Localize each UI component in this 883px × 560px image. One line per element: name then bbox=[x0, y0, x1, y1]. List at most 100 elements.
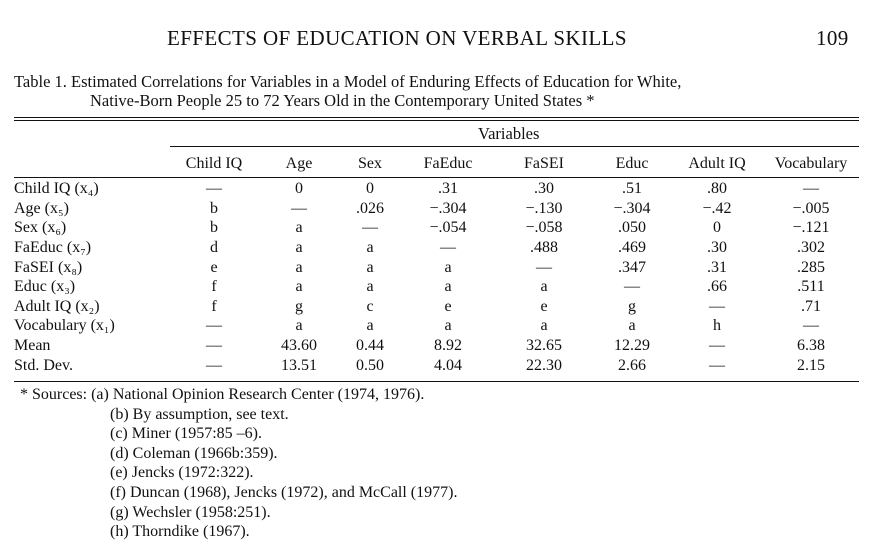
table-row: Std. Dev. — 13.51 0.50 4.04 22.30 2.66 — 2.15 bbox=[14, 355, 859, 375]
table-cell: g bbox=[628, 297, 636, 315]
table-cell: −.304 bbox=[429, 199, 467, 217]
table-cell: −.42 bbox=[702, 199, 732, 217]
column-header: Educ bbox=[615, 154, 649, 172]
table-row: Child IQ (x₄) — 0 0 .31 .30 .51 .80 — bbox=[14, 176, 859, 199]
table-cell: .488 bbox=[530, 239, 558, 257]
table-cell: a bbox=[540, 317, 548, 335]
table-cell: f bbox=[211, 278, 217, 296]
table-cell: .51 bbox=[622, 180, 642, 198]
row-label: Std. Dev. bbox=[14, 356, 73, 374]
table-cell: 43.60 bbox=[281, 337, 317, 355]
table-cell: .285 bbox=[797, 258, 825, 276]
table-cell: 22.30 bbox=[526, 356, 562, 374]
table-cell: .347 bbox=[618, 258, 646, 276]
table-cell: — bbox=[803, 180, 819, 198]
table-cell: a bbox=[295, 278, 303, 296]
table-cell: e bbox=[540, 297, 548, 315]
table-cell: a bbox=[366, 239, 374, 257]
table-row: FaEduc (x₇) d a a — .488 .469 .30 .302 bbox=[14, 238, 859, 258]
table-cell: b bbox=[210, 199, 218, 217]
table-cell: .026 bbox=[356, 199, 384, 217]
table-cell: .31 bbox=[707, 258, 727, 276]
row-label: FaEduc (x₇) bbox=[14, 239, 92, 257]
table-row: Adult IQ (x₂) f g c e e g — .71 bbox=[14, 297, 859, 317]
table-cell: — bbox=[291, 199, 307, 217]
table-cell: −.304 bbox=[613, 199, 651, 217]
table-cell: .302 bbox=[797, 239, 825, 257]
table-cell: 32.65 bbox=[526, 337, 562, 355]
row-label: Child IQ (x₄) bbox=[14, 180, 99, 198]
row-label: Age (x₅) bbox=[14, 199, 69, 217]
column-header: Child IQ bbox=[185, 154, 243, 172]
table-row: Mean — 43.60 0.44 8.92 32.65 12.29 — 6.38 bbox=[14, 336, 859, 356]
column-header: Age bbox=[285, 154, 313, 172]
table-cell: −.058 bbox=[525, 219, 563, 237]
source-item: (f) Duncan (1968), Jencks (1972), and Mc… bbox=[110, 483, 458, 501]
source-item: (e) Jencks (1972:322). bbox=[110, 464, 254, 482]
table-cell: .71 bbox=[801, 297, 821, 315]
table-cell: −.054 bbox=[429, 219, 467, 237]
table-cell: .80 bbox=[707, 180, 727, 198]
table-cell: a bbox=[366, 278, 374, 296]
table-cell: h bbox=[713, 317, 721, 335]
table-cell: a bbox=[295, 317, 303, 335]
table-cell: .66 bbox=[707, 278, 727, 296]
column-header: Sex bbox=[358, 154, 382, 172]
table-bottom-rule bbox=[14, 381, 859, 382]
table-cell: 4.04 bbox=[434, 356, 462, 374]
table-cell: — bbox=[206, 356, 222, 374]
table-cell: b bbox=[210, 219, 218, 237]
row-label: Educ (x₃) bbox=[14, 278, 76, 296]
sources-intro: * Sources: (a) National Opinion Research… bbox=[20, 386, 425, 403]
table-cell: 0 bbox=[366, 180, 374, 198]
table-cell: a bbox=[444, 317, 452, 335]
table-body: Child IQ (x₄) —0 0.31.30.51.80— Age (x₅) b —.… bbox=[14, 176, 859, 375]
page-number: 109 bbox=[816, 26, 849, 50]
table-row: Sex (x₆) b a — −.054 −.058 .050 0 −.121 bbox=[14, 218, 859, 238]
table-cell: a bbox=[444, 278, 452, 296]
table-cell: 12.29 bbox=[614, 337, 650, 355]
table-cell: d bbox=[210, 239, 218, 257]
table-cell: 6.38 bbox=[797, 337, 825, 355]
table-cell: — bbox=[362, 219, 378, 237]
column-header: Vocabulary bbox=[774, 154, 848, 172]
variables-spanner: Variables bbox=[478, 124, 540, 143]
table-cell: — bbox=[709, 356, 725, 374]
source-item: (c) Miner (1957:85 –6). bbox=[110, 425, 262, 443]
caption-line-1: Table 1. Estimated Correlations for Vari… bbox=[14, 72, 682, 91]
column-header: Adult IQ bbox=[688, 154, 746, 172]
row-label: Adult IQ (x₂) bbox=[14, 297, 100, 315]
table-cell: −.130 bbox=[525, 199, 563, 217]
table-cell: 0 bbox=[295, 180, 303, 198]
spanner-rule bbox=[170, 146, 859, 147]
table-top-rule bbox=[14, 117, 859, 118]
table-cell: — bbox=[624, 278, 640, 296]
table-cell: f bbox=[211, 297, 217, 315]
table-row: Educ (x₃) f a a a a — .66 .511 bbox=[14, 277, 859, 297]
header-bottom-rule bbox=[14, 177, 859, 178]
source-item: (h) Thorndike (1967). bbox=[110, 523, 250, 541]
column-header: FaSEI bbox=[524, 154, 564, 172]
column-header: FaEduc bbox=[423, 154, 473, 172]
table-cell: .30 bbox=[707, 239, 727, 257]
source-item: (d) Coleman (1966b:359). bbox=[110, 444, 278, 462]
table-cell: 8.92 bbox=[434, 337, 462, 355]
table-cell: −.005 bbox=[792, 199, 830, 217]
table-cell: −.121 bbox=[792, 219, 830, 237]
table-cell: 0.50 bbox=[356, 356, 384, 374]
source-item: (g) Wechsler (1958:251). bbox=[110, 503, 271, 521]
table-cell: a bbox=[366, 258, 374, 276]
running-head-title: EFFECTS OF EDUCATION ON VERBAL SKILLS bbox=[167, 26, 627, 50]
table-cell: a bbox=[295, 258, 303, 276]
table-row: FaSEI (x₈) e a a a — .347 .31 .285 bbox=[14, 257, 859, 277]
row-label: Sex (x₆) bbox=[14, 219, 67, 237]
row-label: Vocabulary (x₁) bbox=[14, 317, 115, 335]
table-cell: .050 bbox=[618, 219, 646, 237]
table-cell: 13.51 bbox=[281, 356, 317, 374]
table-cell: 0.44 bbox=[356, 337, 384, 355]
table-cell: — bbox=[206, 337, 222, 355]
table-row: Vocabulary (x₁) — a a a a a h — bbox=[14, 316, 859, 336]
table-cell: a bbox=[628, 317, 636, 335]
table-cell: — bbox=[440, 239, 456, 257]
table-cell: a bbox=[295, 239, 303, 257]
